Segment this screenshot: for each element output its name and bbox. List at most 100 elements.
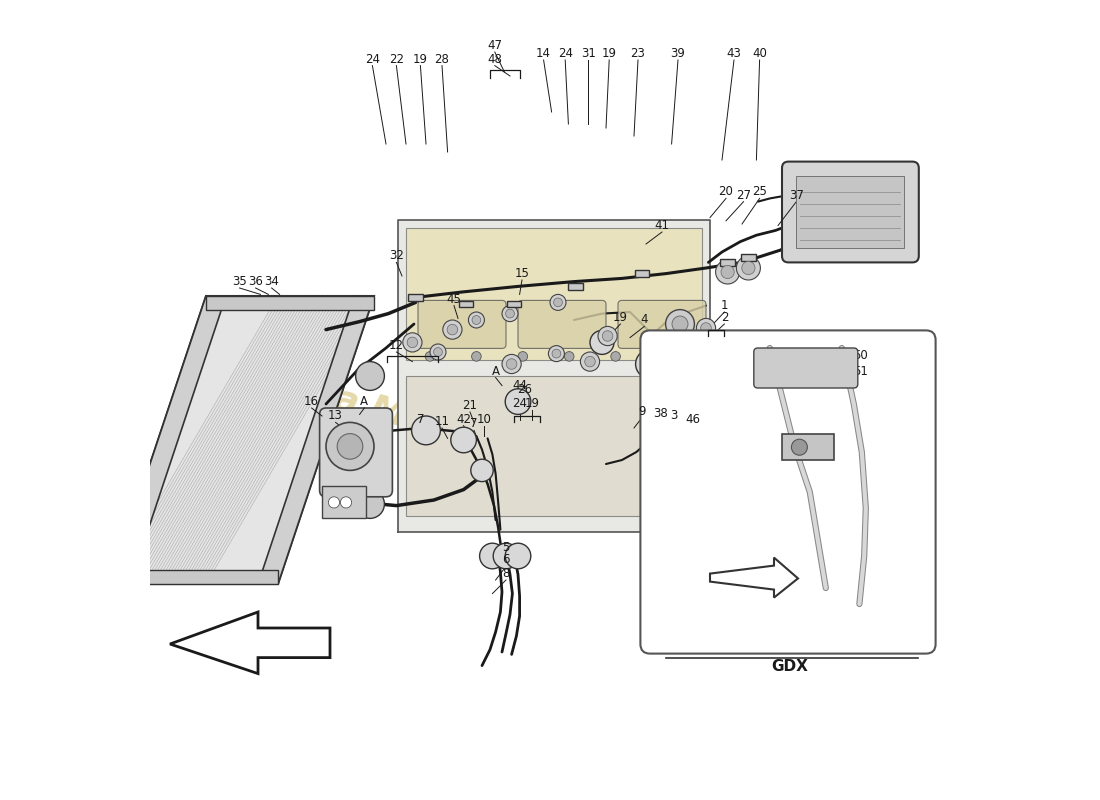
FancyBboxPatch shape (418, 300, 506, 348)
Circle shape (505, 543, 531, 569)
Circle shape (326, 422, 374, 470)
Circle shape (549, 346, 564, 362)
Circle shape (590, 330, 614, 354)
Text: 24: 24 (365, 53, 380, 66)
Text: 28: 28 (434, 53, 450, 66)
Text: 46: 46 (685, 413, 700, 426)
Text: 5: 5 (503, 541, 509, 554)
Text: a Maserati since 1985: a Maserati since 1985 (330, 382, 770, 530)
Bar (569, 283, 583, 290)
Circle shape (469, 312, 484, 328)
Circle shape (505, 389, 531, 414)
Text: 1: 1 (720, 299, 728, 312)
Polygon shape (110, 296, 226, 584)
Text: 10: 10 (477, 413, 492, 426)
Polygon shape (654, 334, 722, 426)
Circle shape (672, 316, 688, 332)
Text: 36: 36 (249, 275, 263, 288)
Circle shape (430, 344, 446, 360)
Text: 32: 32 (389, 250, 404, 262)
Text: 2: 2 (720, 311, 728, 324)
Text: 25: 25 (752, 186, 767, 198)
Bar (507, 301, 521, 307)
Text: 24: 24 (558, 47, 573, 60)
Circle shape (472, 315, 481, 325)
Circle shape (502, 354, 521, 374)
Text: 40: 40 (752, 47, 767, 60)
Circle shape (603, 330, 613, 342)
Text: 13: 13 (328, 410, 343, 422)
Bar (459, 301, 473, 307)
Circle shape (447, 324, 458, 335)
Text: 14: 14 (536, 47, 551, 60)
Bar (406, 376, 702, 516)
Bar (408, 294, 422, 301)
Circle shape (433, 347, 442, 356)
Polygon shape (206, 296, 374, 310)
Text: 4: 4 (640, 314, 648, 326)
Text: 47: 47 (487, 39, 503, 52)
Bar (635, 270, 649, 277)
Bar (398, 220, 710, 532)
Circle shape (329, 497, 340, 508)
Circle shape (636, 350, 664, 378)
Text: 21: 21 (462, 399, 477, 412)
Text: GDX: GDX (771, 659, 808, 674)
Text: 19: 19 (525, 397, 540, 410)
Circle shape (518, 351, 528, 361)
Text: 7: 7 (417, 413, 425, 426)
Circle shape (407, 337, 418, 348)
Circle shape (426, 351, 434, 361)
Circle shape (355, 490, 384, 518)
Bar (777, 493, 791, 499)
Circle shape (657, 351, 667, 361)
Text: A: A (492, 365, 499, 378)
Circle shape (411, 416, 440, 445)
Text: 3: 3 (670, 410, 678, 422)
Circle shape (502, 306, 518, 322)
Text: 50: 50 (852, 349, 868, 362)
Circle shape (480, 543, 505, 569)
Circle shape (451, 427, 476, 453)
Text: 16: 16 (304, 395, 319, 408)
Circle shape (564, 351, 574, 361)
Text: 39: 39 (671, 47, 685, 60)
Text: 19: 19 (613, 311, 628, 324)
Text: 19: 19 (602, 47, 617, 60)
Circle shape (472, 351, 481, 361)
Text: 19: 19 (412, 53, 428, 66)
Circle shape (666, 310, 694, 338)
Circle shape (552, 349, 561, 358)
Text: 45: 45 (447, 293, 461, 306)
Bar (782, 434, 834, 460)
FancyBboxPatch shape (782, 162, 918, 262)
FancyBboxPatch shape (754, 348, 858, 388)
Text: 43: 43 (727, 47, 741, 60)
Circle shape (598, 326, 617, 346)
Text: 42: 42 (456, 413, 471, 426)
Text: 8: 8 (503, 567, 509, 580)
Circle shape (581, 352, 600, 371)
Text: 44: 44 (513, 379, 527, 392)
Circle shape (506, 310, 515, 318)
FancyBboxPatch shape (618, 300, 706, 348)
Circle shape (338, 434, 363, 459)
Text: 26: 26 (517, 383, 532, 396)
Circle shape (493, 543, 519, 569)
Bar (741, 254, 756, 261)
Circle shape (696, 318, 716, 338)
Polygon shape (110, 296, 374, 584)
Polygon shape (110, 570, 278, 584)
Circle shape (716, 260, 739, 284)
Text: 22: 22 (389, 53, 404, 66)
Circle shape (741, 262, 755, 274)
Bar (322, 486, 366, 518)
Text: 23: 23 (630, 47, 646, 60)
Circle shape (403, 333, 422, 352)
Circle shape (340, 497, 352, 508)
Text: 37: 37 (789, 189, 804, 202)
Circle shape (355, 362, 384, 390)
Text: 38: 38 (653, 407, 668, 420)
Text: 6: 6 (503, 554, 509, 566)
Text: 24: 24 (513, 397, 527, 410)
